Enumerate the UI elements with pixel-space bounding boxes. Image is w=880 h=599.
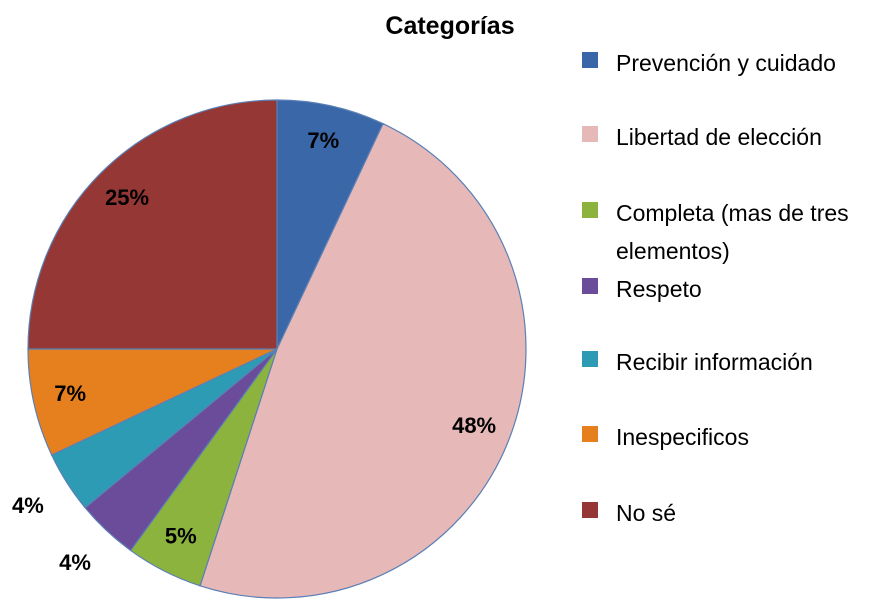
legend-swatch (582, 126, 598, 142)
data-label: 4% (59, 550, 91, 575)
data-label: 25% (105, 185, 149, 210)
legend-swatch (582, 278, 598, 294)
data-label: 7% (54, 381, 86, 406)
pie-slice (27, 348, 278, 456)
legend-swatch (582, 351, 598, 367)
data-label: 4% (12, 493, 44, 518)
legend-label: No sé (616, 500, 677, 526)
legend-swatch (582, 426, 598, 442)
legend-label: Prevención y cuidado (616, 50, 836, 76)
legend-swatch (582, 52, 598, 68)
legend-label: Inespecificos (616, 424, 749, 450)
pie-slice (276, 99, 384, 350)
legend-label: Completa (mas de tres elementos) (616, 200, 849, 264)
data-label: 7% (307, 128, 339, 153)
pie-slice (199, 122, 527, 599)
legend-label: Libertad de elección (616, 124, 822, 150)
chart-title: Categorías (385, 12, 515, 40)
legend-label: Recibir información (616, 349, 813, 375)
data-label: 5% (165, 524, 197, 549)
legend-label: Respeto (616, 276, 702, 302)
legend-swatch (582, 202, 598, 218)
pie-slice (27, 99, 278, 350)
legend-swatch (582, 502, 598, 518)
data-label: 48% (452, 413, 496, 438)
